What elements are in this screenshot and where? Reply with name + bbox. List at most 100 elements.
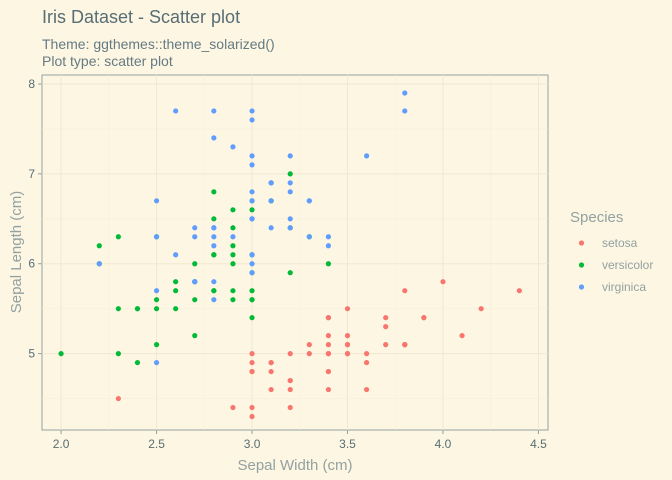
- x-tick-label: 3.0: [244, 437, 261, 451]
- data-point-versicolor: [192, 333, 197, 338]
- data-point-virginica: [211, 225, 216, 230]
- data-point-virginica: [288, 153, 293, 158]
- data-point-versicolor: [192, 297, 197, 302]
- data-point-versicolor: [249, 207, 254, 212]
- x-tick-label: 4.5: [530, 437, 547, 451]
- data-point-versicolor: [154, 342, 159, 347]
- data-point-setosa: [440, 279, 445, 284]
- data-point-versicolor: [326, 261, 331, 266]
- legend-key-point-versicolor: [579, 262, 584, 267]
- legend-key-point-virginica: [579, 284, 584, 289]
- data-point-virginica: [249, 108, 254, 113]
- data-point-setosa: [326, 333, 331, 338]
- data-point-virginica: [230, 234, 235, 239]
- data-point-versicolor: [230, 252, 235, 257]
- data-point-virginica: [211, 234, 216, 239]
- data-point-virginica: [402, 108, 407, 113]
- data-point-setosa: [517, 288, 522, 293]
- data-point-setosa: [364, 351, 369, 356]
- data-point-versicolor: [116, 234, 121, 239]
- data-point-virginica: [288, 225, 293, 230]
- chart-subtitle-line-1: Theme: ggthemes::theme_solarized(): [42, 36, 275, 52]
- data-point-setosa: [345, 306, 350, 311]
- y-axis-title: Sepal Length (cm): [8, 191, 25, 314]
- data-point-virginica: [249, 117, 254, 122]
- data-point-versicolor: [288, 270, 293, 275]
- data-point-setosa: [288, 378, 293, 383]
- data-point-setosa: [249, 360, 254, 365]
- data-point-setosa: [269, 360, 274, 365]
- data-point-versicolor: [249, 288, 254, 293]
- data-point-setosa: [307, 342, 312, 347]
- data-point-versicolor: [230, 297, 235, 302]
- data-point-virginica: [211, 279, 216, 284]
- data-point-setosa: [269, 387, 274, 392]
- legend-label-setosa: setosa: [602, 236, 638, 250]
- data-point-virginica: [249, 153, 254, 158]
- data-point-setosa: [326, 342, 331, 347]
- data-point-setosa: [288, 405, 293, 410]
- data-point-virginica: [154, 198, 159, 203]
- data-point-virginica: [192, 279, 197, 284]
- data-point-versicolor: [135, 360, 140, 365]
- y-tick-label: 8: [28, 77, 35, 91]
- data-point-versicolor: [230, 288, 235, 293]
- data-point-virginica: [288, 216, 293, 221]
- data-point-versicolor: [230, 243, 235, 248]
- data-point-setosa: [364, 387, 369, 392]
- data-point-setosa: [364, 360, 369, 365]
- data-point-versicolor: [211, 216, 216, 221]
- data-point-virginica: [326, 234, 331, 239]
- x-tick-label: 4.0: [435, 437, 452, 451]
- data-point-setosa: [249, 351, 254, 356]
- data-point-setosa: [345, 342, 350, 347]
- x-tick-label: 2.5: [148, 437, 165, 451]
- data-point-setosa: [345, 351, 350, 356]
- data-point-setosa: [459, 333, 464, 338]
- data-point-setosa: [269, 369, 274, 374]
- data-point-setosa: [383, 315, 388, 320]
- data-point-virginica: [211, 108, 216, 113]
- x-tick-label: 3.5: [339, 437, 356, 451]
- data-point-virginica: [230, 144, 235, 149]
- data-point-setosa: [288, 351, 293, 356]
- plot-panel: [42, 75, 548, 430]
- legend-key-point-setosa: [579, 240, 584, 245]
- data-point-versicolor: [154, 297, 159, 302]
- data-point-virginica: [326, 243, 331, 248]
- data-point-setosa: [288, 387, 293, 392]
- data-point-setosa: [116, 396, 121, 401]
- data-point-versicolor: [288, 171, 293, 176]
- data-point-virginica: [97, 261, 102, 266]
- y-tick-label: 5: [28, 347, 35, 361]
- data-point-virginica: [269, 225, 274, 230]
- data-point-setosa: [383, 324, 388, 329]
- y-tick-label: 7: [28, 167, 35, 181]
- data-point-setosa: [402, 342, 407, 347]
- data-point-virginica: [307, 198, 312, 203]
- data-point-setosa: [230, 405, 235, 410]
- data-point-virginica: [249, 189, 254, 194]
- data-point-virginica: [402, 90, 407, 95]
- data-point-virginica: [211, 135, 216, 140]
- data-point-virginica: [211, 297, 216, 302]
- data-point-virginica: [249, 270, 254, 275]
- data-point-setosa: [402, 288, 407, 293]
- data-point-virginica: [173, 108, 178, 113]
- data-point-setosa: [326, 315, 331, 320]
- legend: Species setosa versicolor virginica: [570, 209, 653, 298]
- x-tick-label: 2.0: [53, 437, 70, 451]
- data-point-versicolor: [173, 279, 178, 284]
- data-point-virginica: [288, 180, 293, 185]
- data-point-versicolor: [230, 261, 235, 266]
- data-point-virginica: [288, 189, 293, 194]
- data-point-setosa: [326, 387, 331, 392]
- data-point-virginica: [249, 252, 254, 257]
- data-point-versicolor: [58, 351, 63, 356]
- data-point-versicolor: [154, 306, 159, 311]
- data-point-setosa: [383, 342, 388, 347]
- chart-title: Iris Dataset - Scatter plot: [42, 7, 240, 27]
- data-point-virginica: [249, 261, 254, 266]
- data-point-virginica: [192, 225, 197, 230]
